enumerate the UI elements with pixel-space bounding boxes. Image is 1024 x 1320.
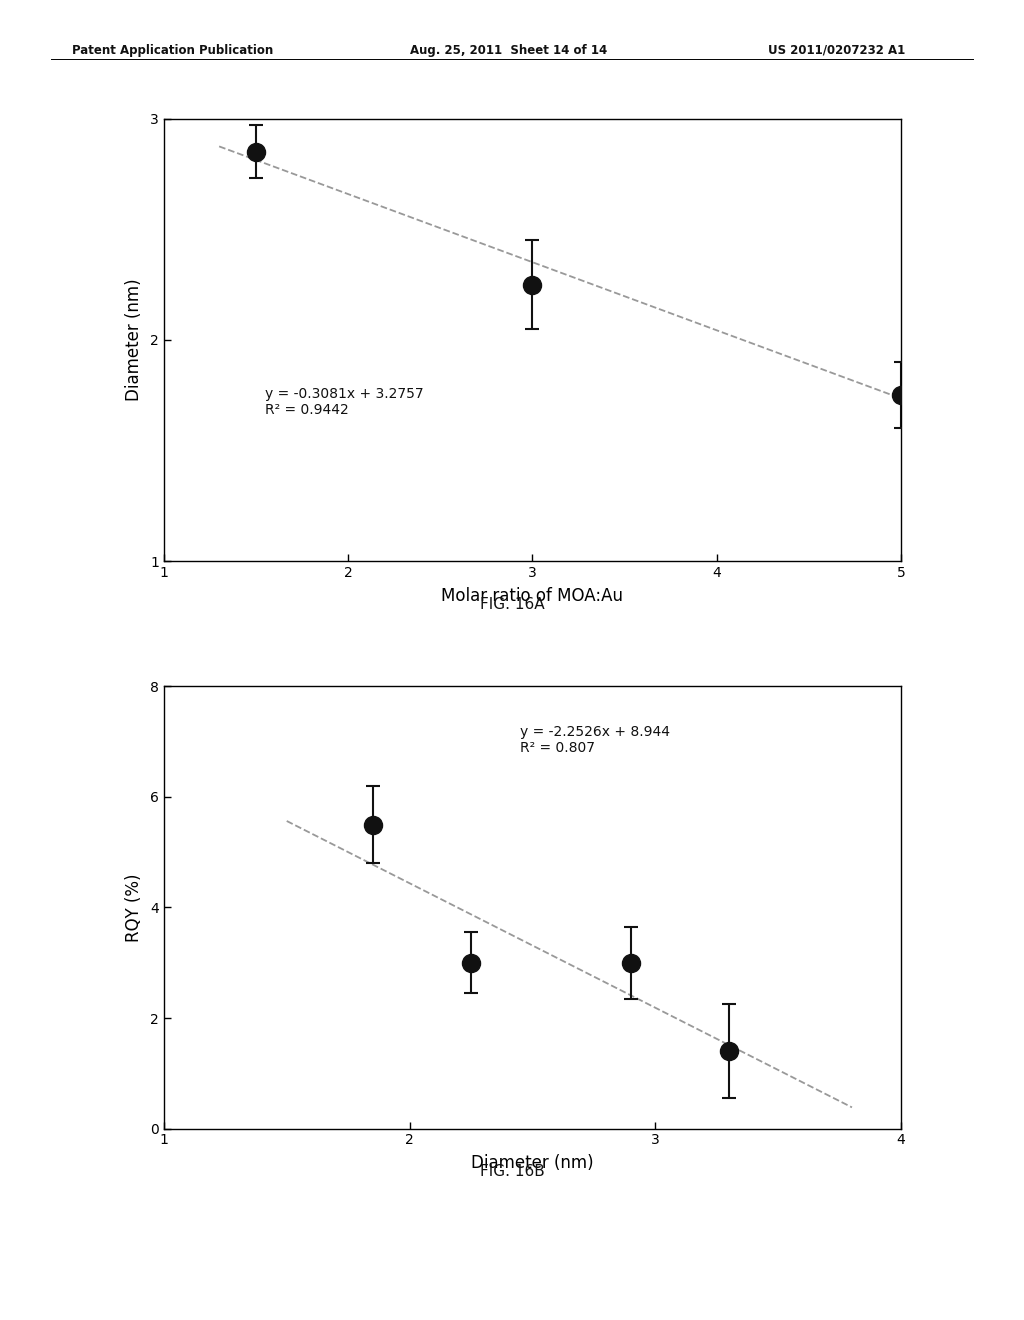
Text: y = -2.2526x + 8.944
R² = 0.807: y = -2.2526x + 8.944 R² = 0.807 — [520, 725, 670, 755]
Y-axis label: RQY (%): RQY (%) — [125, 874, 143, 941]
Text: Patent Application Publication: Patent Application Publication — [72, 44, 273, 57]
Text: y = -0.3081x + 3.2757
R² = 0.9442: y = -0.3081x + 3.2757 R² = 0.9442 — [265, 387, 424, 417]
Text: FIG. 16B: FIG. 16B — [479, 1164, 545, 1179]
X-axis label: Diameter (nm): Diameter (nm) — [471, 1155, 594, 1172]
Text: US 2011/0207232 A1: US 2011/0207232 A1 — [768, 44, 905, 57]
Text: Aug. 25, 2011  Sheet 14 of 14: Aug. 25, 2011 Sheet 14 of 14 — [410, 44, 607, 57]
X-axis label: Molar ratio of MOA:Au: Molar ratio of MOA:Au — [441, 587, 624, 605]
Y-axis label: Diameter (nm): Diameter (nm) — [125, 279, 143, 401]
Text: FIG. 16A: FIG. 16A — [479, 597, 545, 611]
